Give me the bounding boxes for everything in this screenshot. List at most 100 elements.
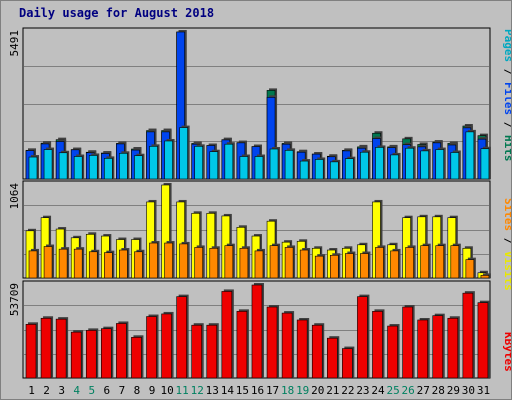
day-label-30: 30	[462, 384, 475, 397]
kbytes-bar-day-26	[402, 306, 413, 379]
kbytes-bar-day-22	[342, 348, 353, 379]
pages-bar-day-24	[375, 147, 384, 180]
kbytes-bar-day-14	[221, 291, 233, 379]
kbytes-bar-day-20	[311, 324, 323, 379]
sites-bar-day-13	[209, 247, 219, 279]
sites-bar-day-4	[73, 248, 83, 279]
sites-bar-day-17	[269, 245, 279, 279]
pages-bar-day-8	[134, 155, 143, 180]
kbytes-bar-day-3	[55, 318, 67, 379]
kbytes-bar-day-8	[131, 337, 142, 379]
kbytes-bar-day-24	[372, 311, 383, 379]
day-label-14: 14	[221, 384, 235, 397]
kbytes-bar-day-1	[25, 324, 37, 379]
kbytes-bar-day-31	[477, 302, 489, 379]
legend-kbytes: KBytes	[502, 332, 511, 372]
day-label-22: 22	[341, 384, 354, 397]
pages-bar-day-7	[119, 152, 128, 180]
sites-bar-day-18	[284, 247, 294, 279]
day-label-8: 8	[134, 384, 141, 397]
kbytes-bar-day-17	[266, 306, 278, 379]
sites-bar-day-6	[104, 252, 113, 279]
day-label-17: 17	[266, 384, 279, 397]
kbytes-bar-day-27	[417, 319, 428, 379]
kbytes-bar-day-21	[326, 337, 338, 379]
sites-bar-day-14	[224, 245, 234, 279]
day-label-18: 18	[281, 384, 294, 397]
day-label-21: 21	[326, 384, 339, 397]
sites-bar-day-21	[329, 254, 339, 279]
pages-bar-day-6	[104, 158, 113, 180]
sites-bar-day-5	[88, 251, 98, 279]
day-label-23: 23	[356, 384, 369, 397]
pages-bar-day-18	[284, 150, 294, 180]
kbytes-bar-day-25	[387, 325, 398, 379]
pages-bar-day-27	[420, 150, 429, 180]
sites-bar-day-11	[179, 243, 188, 279]
day-label-15: 15	[236, 384, 249, 397]
pages-bar-day-21	[329, 161, 339, 180]
day-label-3: 3	[58, 384, 65, 397]
pages-bar-day-11	[179, 127, 188, 180]
legend-pages-files-hits: Pages / Files / Hits	[502, 29, 511, 162]
legend-kbytes-part-0: KBytes	[502, 332, 511, 372]
day-label-11: 11	[176, 384, 189, 397]
kbytes-bar-day-15	[236, 311, 248, 379]
kbytes-bar-day-7	[116, 323, 127, 379]
sites-bar-day-8	[134, 251, 143, 279]
legend-pages-files-hits-part-1: /	[502, 62, 511, 82]
day-label-7: 7	[119, 384, 126, 397]
sites-bar-day-29	[450, 245, 460, 279]
pages-bar-day-23	[360, 151, 369, 180]
pages-bar-day-31	[480, 148, 490, 180]
pages-bar-day-20	[314, 159, 324, 180]
legend-sites-visits: Sites / Visits	[502, 198, 511, 291]
pages-bar-day-17	[269, 148, 279, 180]
kbytes-bar-day-6	[101, 328, 112, 379]
sites-bar-day-25	[390, 250, 399, 279]
legend-pages-files-hits-part-2: Files	[502, 82, 511, 115]
kbytes-bar-day-9	[146, 316, 157, 379]
day-label-28: 28	[432, 384, 445, 397]
pages-bar-day-16	[254, 156, 264, 180]
day-label-24: 24	[371, 384, 385, 397]
kbytes-bar-day-18	[281, 312, 293, 379]
day-label-6: 6	[104, 384, 111, 397]
kbytes-bar-day-30	[462, 292, 474, 379]
sites-bar-day-3	[58, 248, 68, 279]
pages-bar-day-28	[435, 149, 445, 180]
kbytes-bar-day-28	[432, 315, 444, 379]
pages-bar-day-12	[194, 146, 204, 180]
sites-bar-day-15	[239, 247, 249, 279]
legend-pages-files-hits-part-3: /	[502, 115, 511, 135]
day-label-31: 31	[477, 384, 490, 397]
day-label-4: 4	[73, 384, 80, 397]
pages-bar-day-5	[88, 155, 98, 180]
sites-bar-day-9	[149, 242, 158, 279]
sites-bar-day-19	[299, 249, 309, 279]
pages-bar-day-10	[164, 140, 173, 180]
pages-bar-day-3	[58, 152, 68, 180]
pages-bar-day-13	[209, 151, 219, 180]
day-label-19: 19	[296, 384, 309, 397]
pages-bar-day-25	[390, 154, 399, 180]
day-label-25: 25	[386, 384, 399, 397]
day-label-12: 12	[191, 384, 204, 397]
ymax-label-top: 5491	[8, 30, 21, 57]
legend-pages-files-hits-part-4: Hits	[502, 135, 511, 162]
kbytes-bar-day-10	[161, 313, 172, 379]
sites-bar-day-30	[465, 259, 475, 279]
ymax-label-middle: 1064	[8, 183, 21, 210]
pages-bar-day-2	[43, 149, 53, 180]
legend-sites-visits-part-1: /	[502, 231, 511, 251]
sites-bar-day-12	[194, 247, 204, 279]
day-label-1: 1	[28, 384, 35, 397]
sites-bar-day-16	[254, 250, 264, 279]
sites-bar-day-31	[480, 275, 490, 279]
sites-bar-day-7	[119, 249, 128, 279]
kbytes-bar-day-29	[447, 317, 459, 379]
day-label-10: 10	[160, 384, 173, 397]
pages-bar-day-26	[405, 147, 414, 180]
legend-sites-visits-part-0: Sites	[502, 198, 511, 231]
